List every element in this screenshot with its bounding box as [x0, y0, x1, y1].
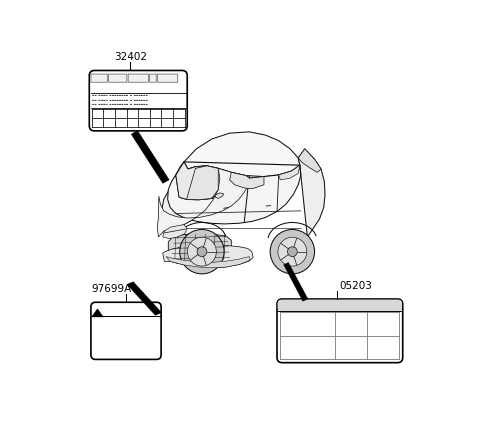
Circle shape [188, 237, 216, 266]
Circle shape [278, 237, 307, 266]
FancyBboxPatch shape [157, 74, 178, 82]
Polygon shape [168, 165, 301, 224]
Polygon shape [187, 166, 218, 200]
Circle shape [197, 247, 207, 257]
Polygon shape [216, 193, 224, 198]
FancyBboxPatch shape [108, 74, 127, 82]
Polygon shape [279, 165, 300, 180]
Polygon shape [168, 234, 231, 265]
Text: 05203: 05203 [340, 281, 373, 290]
Polygon shape [166, 257, 249, 268]
Text: ▬▬  ▬▬▬▬  ▬▬▬▬▬▬▬▬  ▬  ▬▬▬▬▬▬: ▬▬ ▬▬▬▬ ▬▬▬▬▬▬▬▬ ▬ ▬▬▬▬▬▬ [92, 98, 148, 102]
FancyBboxPatch shape [91, 74, 107, 82]
Polygon shape [176, 162, 249, 200]
Polygon shape [298, 149, 325, 237]
Polygon shape [229, 172, 264, 189]
FancyBboxPatch shape [277, 299, 403, 363]
Polygon shape [157, 168, 249, 237]
Polygon shape [284, 262, 308, 301]
Circle shape [180, 229, 224, 274]
FancyBboxPatch shape [128, 74, 148, 82]
Polygon shape [92, 309, 103, 317]
Polygon shape [298, 149, 321, 172]
FancyBboxPatch shape [91, 302, 161, 360]
FancyBboxPatch shape [277, 300, 402, 311]
Circle shape [288, 247, 297, 257]
Text: 32402: 32402 [114, 52, 147, 62]
Polygon shape [184, 132, 300, 176]
Text: 97699A: 97699A [91, 284, 131, 294]
Text: ▬▬  ▬▬▬▬  ▬▬▬▬▬▬▬▬  ▬  ▬▬▬▬▬▬: ▬▬ ▬▬▬▬ ▬▬▬▬▬▬▬▬ ▬ ▬▬▬▬▬▬ [92, 93, 148, 98]
Polygon shape [158, 162, 220, 231]
FancyBboxPatch shape [89, 70, 187, 131]
Polygon shape [163, 225, 187, 239]
Circle shape [270, 229, 314, 274]
FancyBboxPatch shape [150, 74, 156, 82]
Polygon shape [131, 131, 169, 184]
Polygon shape [127, 282, 162, 315]
Polygon shape [163, 245, 253, 268]
Text: ▬▬  ▬▬▬▬  ▬▬▬▬▬▬▬▬  ▬  ▬▬▬▬▬▬: ▬▬ ▬▬▬▬ ▬▬▬▬▬▬▬▬ ▬ ▬▬▬▬▬▬ [92, 103, 148, 106]
